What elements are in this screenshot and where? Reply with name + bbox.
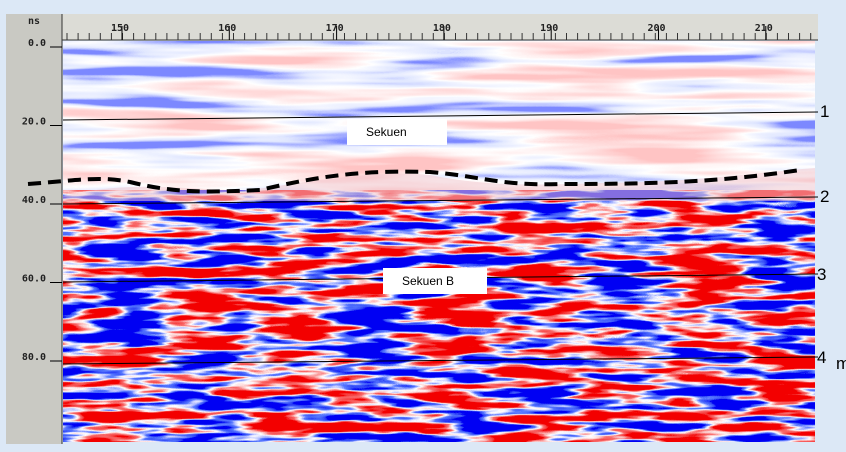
y-axis-panel [6, 14, 62, 444]
ruler-ticks [66, 26, 812, 40]
horizon-label: 1 [820, 102, 829, 121]
y-tick-label: 0.0 [28, 38, 46, 49]
y-tick-label: 40.0 [22, 195, 46, 206]
x-tick-label: 180 [433, 23, 451, 34]
horizon-line [62, 196, 819, 205]
sequence-a-tint [63, 168, 815, 201]
sequence-label: Sekuen [366, 125, 407, 139]
y-unit: ns [28, 16, 40, 27]
x-tick-label: 210 [755, 23, 773, 34]
horizon-line [62, 111, 819, 121]
y-tick-label: 20.0 [22, 117, 46, 128]
horizon-label: 2 [820, 187, 829, 206]
x-tick-label: 170 [326, 23, 344, 34]
x-tick-label: 150 [111, 23, 129, 34]
sequence-boundary [27, 168, 801, 194]
y-tick-label: 80.0 [22, 352, 46, 363]
y-tick-label: 60.0 [22, 274, 46, 285]
radargram-lower [63, 190, 815, 442]
horizon-label: 3 [817, 265, 826, 284]
x-tick-label: 200 [647, 23, 665, 34]
label-box [347, 119, 447, 145]
x-ruler [62, 14, 818, 40]
x-tick-label: 160 [218, 23, 236, 34]
unit-label: m [836, 354, 846, 373]
horizon-label: 4 [817, 348, 826, 367]
label-box [383, 268, 487, 294]
horizon-line [62, 356, 819, 365]
sequence-label: Sekuen B [402, 274, 454, 288]
x-tick-label: 190 [540, 23, 558, 34]
